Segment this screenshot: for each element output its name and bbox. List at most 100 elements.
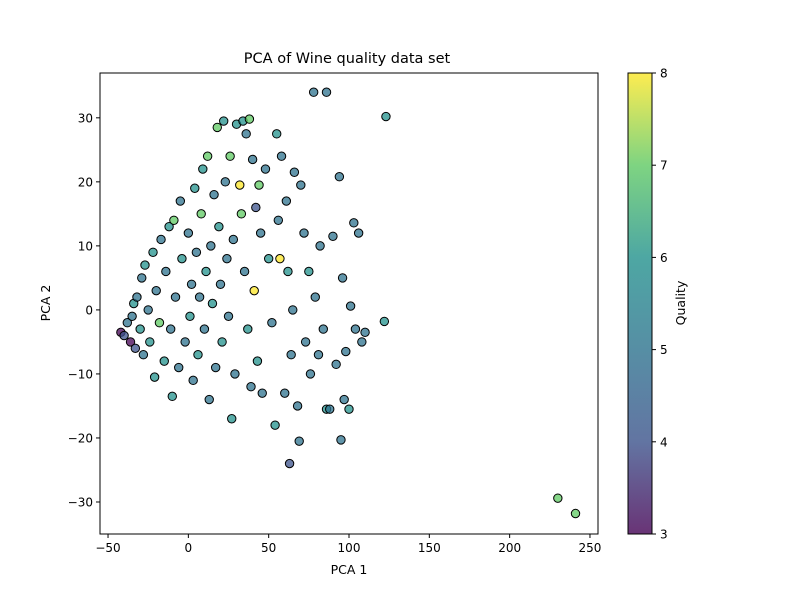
data-point: [260, 164, 271, 174]
data-point: [191, 247, 202, 257]
data-point: [214, 221, 224, 232]
data-point: [255, 228, 266, 238]
data-point: [225, 151, 235, 161]
data-point: [156, 234, 166, 245]
data-point: [127, 311, 137, 322]
data-point: [336, 435, 346, 445]
data-point: [334, 172, 345, 182]
data-point: [174, 362, 184, 373]
data-point: [207, 298, 218, 309]
data-point: [175, 196, 186, 206]
data-point: [280, 388, 290, 398]
y-axis-ticks: −30 −20 −10 0 10 20 30: [68, 111, 100, 509]
y-axis-label: PCA 2: [38, 285, 53, 322]
data-point: [218, 116, 229, 126]
data-point: [292, 401, 303, 411]
data-point: [230, 369, 240, 379]
data-point: [217, 337, 227, 347]
data-point: [145, 337, 155, 347]
data-point: [185, 311, 195, 322]
data-point: [379, 316, 390, 327]
data-point: [119, 330, 129, 341]
data-point: [570, 508, 581, 519]
data-point: [198, 164, 208, 174]
colorbar-tick-label: 4: [660, 435, 668, 449]
y-tick-label: 20: [78, 175, 93, 189]
data-point: [251, 202, 261, 213]
data-point: [235, 180, 245, 190]
y-tick-label: −10: [68, 367, 93, 381]
data-point: [170, 292, 181, 302]
data-point: [350, 324, 361, 334]
x-tick-label: 50: [261, 541, 276, 555]
data-point: [272, 129, 282, 139]
data-point: [201, 266, 211, 277]
data-point: [137, 273, 147, 283]
data-point: [204, 394, 214, 405]
data-point: [281, 196, 292, 206]
data-point: [164, 221, 174, 232]
colorbar-tick-label: 7: [660, 159, 668, 173]
data-point: [196, 209, 206, 219]
data-point: [167, 391, 177, 402]
data-point: [331, 359, 341, 370]
data-point: [325, 404, 335, 414]
colorbar-tick-label: 6: [660, 251, 668, 265]
data-point: [341, 346, 351, 357]
data-point: [148, 247, 158, 257]
data-point: [151, 285, 161, 296]
x-tick-label: 100: [338, 541, 361, 555]
data-point: [227, 414, 237, 424]
data-point: [349, 218, 359, 228]
y-tick-label: 10: [78, 239, 93, 253]
data-point: [161, 266, 171, 277]
data-point: [339, 394, 349, 405]
x-axis-label: PCA 1: [331, 562, 368, 577]
data-point: [249, 285, 259, 296]
colorbar-tick-label: 8: [660, 67, 668, 81]
data-point: [209, 189, 219, 200]
data-point: [190, 183, 200, 193]
data-point: [273, 215, 284, 225]
data-point: [183, 228, 194, 238]
data-point: [199, 324, 210, 334]
data-point: [300, 337, 311, 347]
data-point: [236, 209, 247, 219]
data-point: [239, 266, 250, 277]
data-point: [318, 324, 328, 334]
data-point: [289, 167, 300, 177]
y-tick-label: −30: [68, 495, 93, 509]
data-point: [194, 292, 205, 302]
data-point: [328, 231, 338, 241]
data-point: [188, 375, 198, 386]
data-point: [135, 324, 145, 334]
colorbar-ticks: 3 4 5 6 7 8: [652, 67, 668, 542]
data-point: [288, 305, 298, 315]
data-point: [321, 87, 332, 97]
data-point: [308, 87, 319, 97]
y-tick-label: −20: [68, 431, 93, 445]
data-point: [345, 301, 356, 311]
x-tick-label: 250: [579, 541, 602, 555]
data-point: [310, 292, 320, 302]
data-point: [169, 215, 179, 225]
data-point: [263, 253, 274, 264]
data-points: [116, 87, 581, 519]
data-point: [180, 337, 190, 347]
data-point: [140, 260, 150, 270]
data-point: [159, 356, 169, 366]
x-axis-ticks: −50 0 50 100 150 200 250: [95, 534, 601, 555]
data-point: [149, 372, 160, 382]
data-point: [357, 337, 367, 347]
colorbar-tick-label: 5: [660, 343, 668, 357]
colorbar-label: Quality: [673, 280, 688, 325]
data-point: [186, 279, 197, 289]
data-point: [381, 111, 391, 122]
data-point: [296, 180, 306, 190]
data-point: [360, 327, 370, 338]
data-point: [143, 305, 153, 315]
data-point: [276, 151, 287, 161]
colorbar-tick-label: 3: [660, 528, 668, 542]
data-point: [132, 292, 142, 302]
